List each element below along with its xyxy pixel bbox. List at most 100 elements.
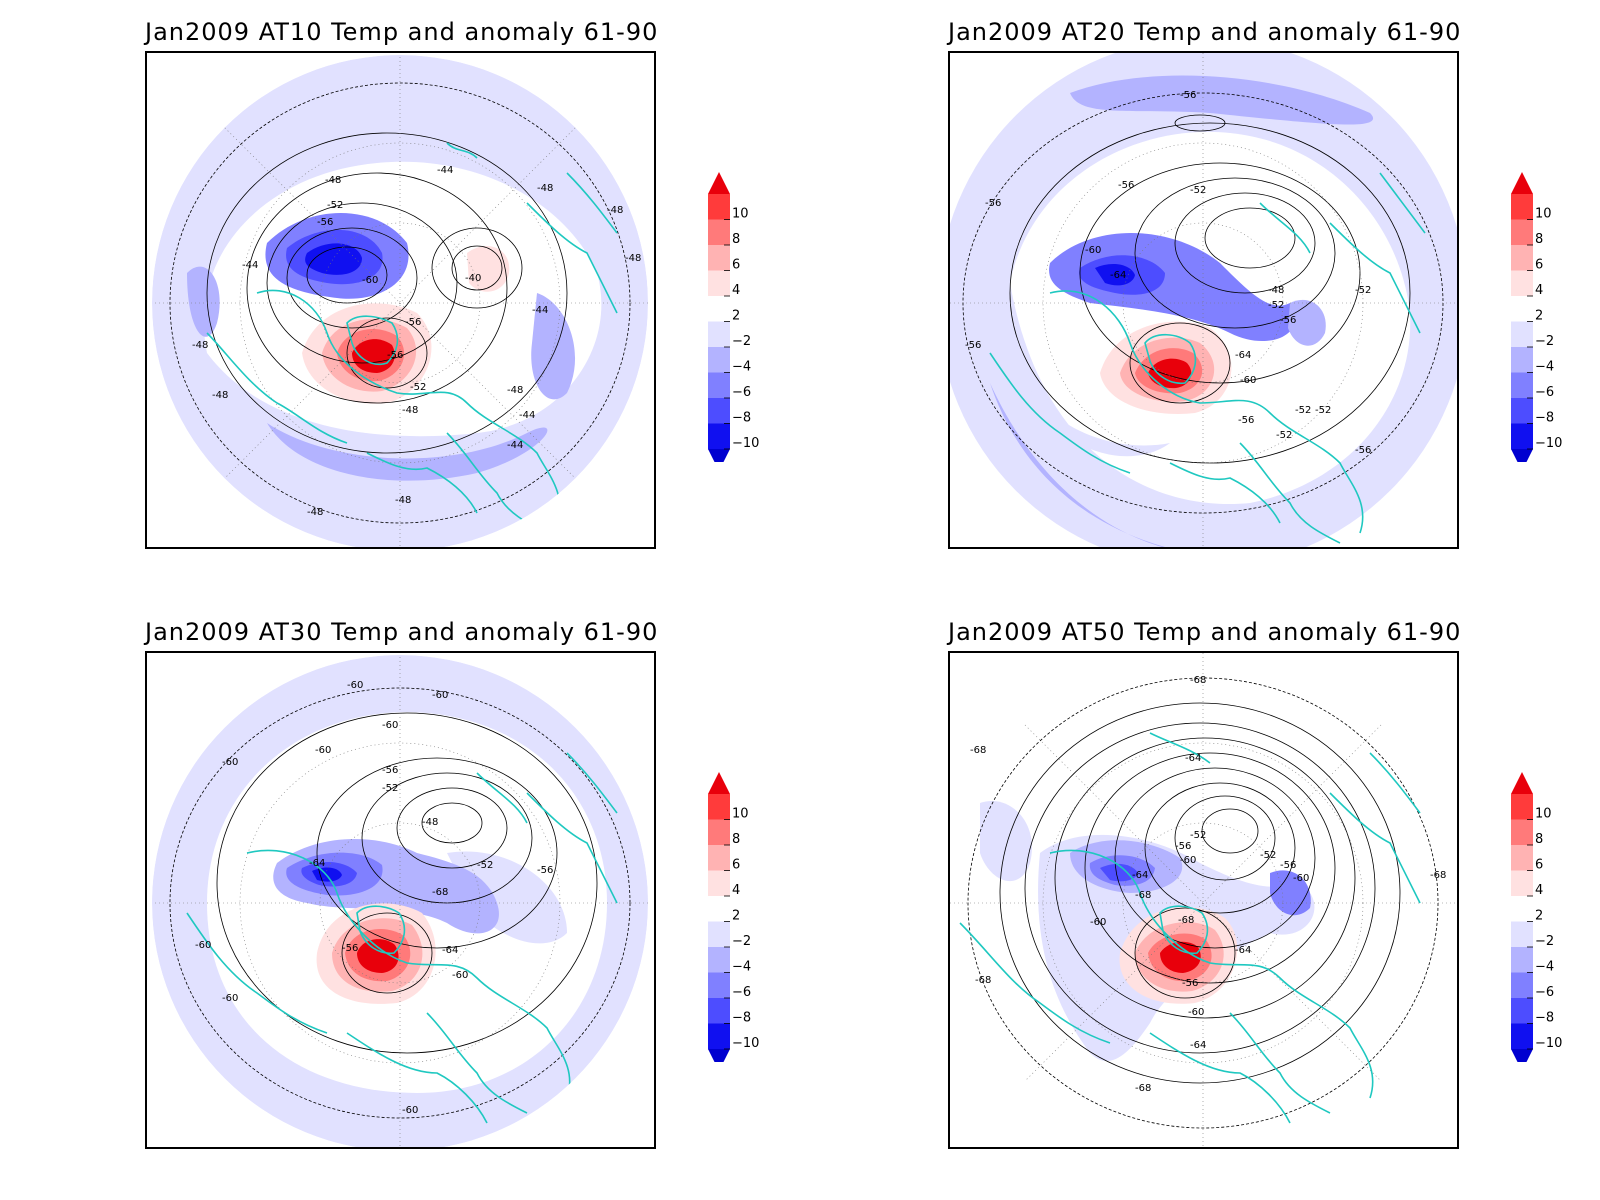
contour-label: -52 [477,860,493,871]
colorbar-label: −4 [732,360,751,375]
contour-label: -52 [1260,850,1276,861]
contour-label: -60 [347,680,363,691]
colorbar-swatch [708,947,730,973]
colorbar-label: 6 [1535,858,1543,873]
colorbar-swatch [708,245,730,271]
contour-label: -60 [452,970,468,981]
colorbar-label: −8 [1535,411,1554,426]
colorbar-label: −10 [732,1036,759,1051]
colorbar-swatch [708,219,730,246]
colorbar-label: 10 [1535,807,1552,822]
colorbar-label: 8 [732,232,740,247]
contour-label: -56 [405,317,421,328]
contour-label: -40 [465,273,481,284]
colorbar-swatch [708,372,730,399]
contour-label: -48 [192,340,208,351]
contour-label: -44 [437,165,453,176]
colorbar-swatch [1511,998,1533,1024]
contour-label: -60 [362,275,378,286]
contour-label: -60 [222,993,238,1004]
colorbar-swatch [708,845,730,871]
contour-label: -60 [1180,855,1196,866]
contour-label: -68 [970,745,986,756]
colorbar-swatch [1511,794,1533,820]
contour-label: -52 [1315,405,1331,416]
colorbar-arrow-top [1511,172,1533,194]
colorbar-swatch [708,972,730,999]
contour-label: -56 [387,350,403,361]
colorbar-label: 10 [732,207,749,222]
contour-label: -48 [507,385,523,396]
contour-label: -64 [309,858,325,869]
colorbar-label: −6 [1535,985,1554,1000]
contour-label: -60 [1085,245,1101,256]
colorbar-label: 4 [732,283,740,298]
contour-labels: -68 -68 -64 -52 -56 -52 -56 -60 -60 -64 … [970,675,1446,1094]
contour-label: -60 [1090,917,1106,928]
panel-at50: Jan2009 AT50 Temp and anomaly 61-90 [948,618,1462,1151]
colorbar-label: 4 [732,883,740,898]
contour-label: -60 [195,940,211,951]
colorbar-label: 4 [1535,883,1543,898]
contour-label: -68 [1135,890,1151,901]
colorbar-swatch [708,921,730,948]
contour-labels: -44 -48 -52 -56 -60 -56 -56 -52 -48 -44 … [192,165,641,518]
colorbar-swatch [1511,870,1533,897]
contour-label: -56 [965,340,981,351]
colorbar-swatch [1511,398,1533,424]
polar-map: -44 -48 -52 -56 -60 -56 -56 -52 -48 -44 … [145,51,656,549]
contour-label: -48 [625,253,641,264]
colorbar-label: 2 [1535,309,1543,324]
colorbar-arrow-bottom [1511,449,1533,471]
colorbar-swatch [708,794,730,820]
colorbar-at20: 10 8 6 4 2 −2 −4 −6 −8 −10 [1503,172,1573,471]
colorbar-label: −10 [732,436,759,451]
contour-label: -64 [1235,350,1251,361]
colorbar-swatch [708,819,730,846]
contour-labels: -56 -56 -56 -52 -60 -64 -48 -52 -56 -52 … [965,90,1371,456]
contour-label: -64 [1132,870,1148,881]
panel-at20: Jan2009 AT20 Temp and anomaly 61-90 [948,18,1462,551]
panel-title: Jan2009 AT30 Temp and anomaly 61-90 [145,618,659,646]
colorbar-label: −2 [732,334,751,349]
colorbar-swatch [708,270,730,297]
contour-label: -64 [1190,1040,1206,1051]
contour-label: -56 [985,198,1001,209]
contour-label: -64 [1185,753,1201,764]
colorbar-swatch [1511,972,1533,999]
contour-label: -68 [1190,675,1206,686]
contour-label: -60 [222,757,238,768]
contour-label: -52 [1355,285,1371,296]
contour-label: -60 [402,1105,418,1116]
colorbar-swatch [708,870,730,897]
colorbar-swatch [708,398,730,424]
colorbar-label: −4 [1535,360,1554,375]
colorbar-swatch [1511,372,1533,399]
colorbar-swatch [708,321,730,348]
colorbar-label: 8 [1535,232,1543,247]
contour-label: -56 [382,765,398,776]
colorbar-label: 6 [732,258,740,273]
colorbar-swatch [1511,321,1533,348]
colorbar-swatch [1511,296,1533,322]
contour-label: -60 [315,745,331,756]
colorbar-label: −4 [1535,960,1554,975]
polar-map-svg: -44 -48 -52 -56 -60 -56 -56 -52 -48 -44 … [152,55,648,547]
colorbar-label: −6 [1535,385,1554,400]
polar-map-svg: -60 -60 -60 -60 -60 -56 -52 -48 -52 -56 … [152,655,648,1147]
colorbar-label: −2 [732,934,751,949]
colorbar-swatch [708,194,730,220]
colorbar-svg: 10 8 6 4 2 −2 −4 −6 −8 −10 [1511,772,1562,1071]
contour-label: -68 [1430,870,1446,881]
colorbar-label: 8 [1535,832,1543,847]
panel-title: Jan2009 AT20 Temp and anomaly 61-90 [948,18,1462,46]
contour-label: -64 [442,945,458,956]
colorbar-arrow-bottom [708,449,730,471]
contour-label: -56 [1238,415,1254,426]
contour-labels: -60 -60 -60 -60 -60 -56 -52 -48 -52 -56 … [195,680,553,1116]
colorbar-swatch [1511,896,1533,922]
colorbar-swatch [1511,194,1533,220]
panel-title: Jan2009 AT50 Temp and anomaly 61-90 [948,618,1462,646]
colorbar-label: −8 [1535,1011,1554,1026]
contour-label: -48 [537,183,553,194]
